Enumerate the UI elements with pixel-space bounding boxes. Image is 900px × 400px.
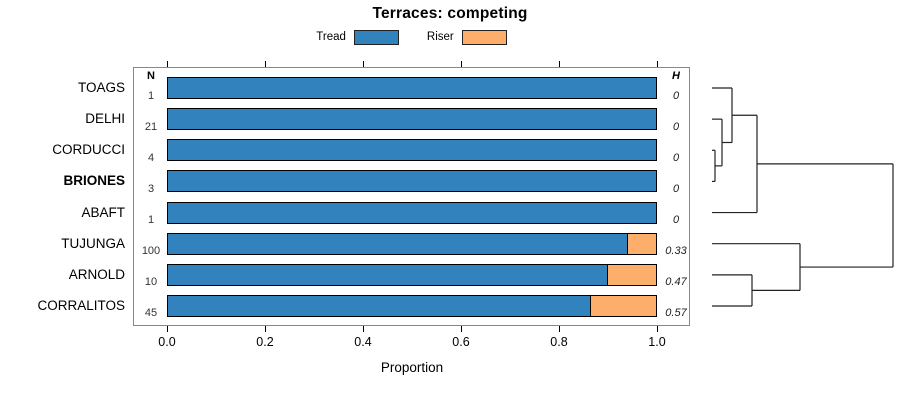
n-value: 3 xyxy=(147,182,155,195)
bar-tread-segment xyxy=(167,77,657,99)
x-axis-tick-bottom xyxy=(265,326,266,332)
y-axis-label: ABAFT xyxy=(81,204,125,220)
bar-tread-segment xyxy=(167,139,657,162)
legend-label-riser: Riser xyxy=(426,31,454,43)
x-axis-tick-bottom xyxy=(461,326,462,332)
riser-color-swatch xyxy=(461,29,507,45)
bar-tread-segment xyxy=(167,232,657,255)
n-value: 21 xyxy=(144,120,158,133)
x-axis-tick-label: 1.0 xyxy=(648,335,666,349)
x-axis-tick-top xyxy=(559,61,560,67)
n-column-header: N xyxy=(147,70,155,82)
y-axis-label: TOAGS xyxy=(77,80,125,95)
x-axis-tick-label: 0.0 xyxy=(158,335,176,349)
x-axis-tick-bottom xyxy=(363,326,364,332)
x-axis-tick-bottom xyxy=(167,326,168,332)
x-axis-title: Proportion xyxy=(380,360,444,375)
bar-tread-segment xyxy=(167,201,657,224)
plot-area-frame xyxy=(133,67,690,326)
n-value: 1 xyxy=(147,214,155,227)
y-axis-label: CORRALITOS xyxy=(37,297,125,313)
y-axis-label: TUJUNGA xyxy=(61,235,125,251)
x-axis-tick-bottom xyxy=(559,326,560,332)
bar-tread-segment xyxy=(167,294,657,317)
x-axis-tick-label: 0.8 xyxy=(550,335,568,349)
bar-tread-segment xyxy=(167,263,657,286)
y-axis-label: ARNOLD xyxy=(68,266,125,282)
bar-tread-segment xyxy=(167,108,657,131)
h-value: 0.57 xyxy=(665,307,687,320)
n-value: 45 xyxy=(144,307,158,320)
n-value: 10 xyxy=(144,276,158,289)
h-value: 0 xyxy=(672,214,680,227)
tread-color-swatch xyxy=(353,29,399,45)
x-axis-tick-bottom xyxy=(657,326,658,332)
h-value: 0 xyxy=(672,151,680,164)
h-value: 0.33 xyxy=(665,245,687,258)
legend-item-riser: Riser xyxy=(426,29,507,45)
chart-title: Terraces: competing xyxy=(372,5,528,22)
legend: Tread Riser xyxy=(133,29,690,45)
bar-riser-segment xyxy=(590,295,656,316)
legend-item-tread: Tread xyxy=(316,29,399,45)
x-axis-tick-label: 0.4 xyxy=(354,335,372,349)
n-value: 100 xyxy=(141,245,161,258)
bar-tread-segment xyxy=(167,170,657,193)
x-axis-tick-top xyxy=(167,61,168,67)
y-axis-label: CORDUCCI xyxy=(52,142,125,158)
n-value: 1 xyxy=(147,89,155,102)
h-column-header: H xyxy=(672,70,680,82)
n-value: 4 xyxy=(147,151,155,164)
x-axis-tick-label: 0.2 xyxy=(256,335,274,349)
y-axis-label: DELHI xyxy=(85,111,125,127)
y-axis-label: BRIONES xyxy=(63,173,125,189)
h-value: 0 xyxy=(672,89,680,102)
x-axis-tick-top xyxy=(363,61,364,67)
x-axis-tick-top xyxy=(461,61,462,67)
x-axis-tick-top xyxy=(657,61,658,67)
x-axis-tick-label: 0.6 xyxy=(452,335,470,349)
x-axis-tick-top xyxy=(265,61,266,67)
legend-label-tread: Tread xyxy=(316,31,346,43)
h-value: 0 xyxy=(672,182,680,195)
h-value: 0 xyxy=(672,120,680,133)
h-value: 0.47 xyxy=(665,276,687,289)
bar-riser-segment xyxy=(626,233,656,254)
bar-riser-segment xyxy=(607,264,656,285)
